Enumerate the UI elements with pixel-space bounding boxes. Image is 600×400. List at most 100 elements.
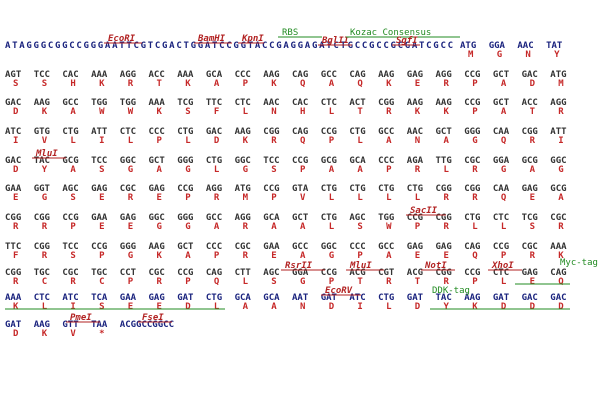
amino-acid: D <box>13 107 19 117</box>
codon: CCC <box>349 242 365 252</box>
codon: CTG <box>349 127 365 137</box>
codon: ATG <box>235 184 251 194</box>
amino-acid: E <box>530 193 535 203</box>
codon: GGA <box>292 268 309 278</box>
codon: GGG <box>177 213 193 223</box>
amino-acid: P <box>185 193 191 203</box>
codon: CGC <box>522 242 538 252</box>
codon: AAG <box>464 293 480 303</box>
codon: TGG <box>120 98 136 108</box>
amino-acid: L <box>128 136 134 146</box>
codon: CCG <box>177 184 193 194</box>
codon: TAC <box>436 293 452 303</box>
amino-acid: L <box>329 107 335 117</box>
amino-acid: G <box>185 222 190 232</box>
feature-label: Myc-tag <box>560 258 598 268</box>
codon: GAG <box>407 242 423 252</box>
amino-acid: L <box>214 165 220 175</box>
amino-acid: S <box>271 277 276 287</box>
codon: TCA <box>91 293 108 303</box>
amino-acid: F <box>214 107 219 117</box>
restriction-site: KpnI <box>241 34 264 44</box>
codon: GGG <box>464 127 480 137</box>
codon: GAA <box>5 184 22 194</box>
amino-acid: P <box>128 277 134 287</box>
codon: GCA <box>263 293 280 303</box>
amino-acid: P <box>214 251 220 261</box>
amino-acid: Q <box>214 277 220 287</box>
codon: GCT <box>149 156 166 166</box>
codon: GCA <box>349 156 366 166</box>
amino-acid: E <box>415 79 420 89</box>
feature-label: Kozac Consensus <box>350 28 431 38</box>
amino-acid: H <box>300 107 305 117</box>
codon: ATC <box>62 293 78 303</box>
amino-acid: P <box>99 251 105 261</box>
codon: ATG <box>550 70 566 80</box>
codon: TTG <box>436 156 452 166</box>
amino-acid: D <box>558 302 564 312</box>
codon: GAG <box>407 70 423 80</box>
codon: GGC <box>120 156 136 166</box>
codon: GTA <box>292 184 309 194</box>
codon: CTG <box>378 184 394 194</box>
amino-acid: R <box>415 165 421 175</box>
codon: CCG <box>263 184 279 194</box>
amino-acid: G <box>497 50 502 60</box>
codon: AGG <box>206 184 222 194</box>
amino-acid: S <box>271 165 276 175</box>
codon: CCC <box>149 127 165 137</box>
codon: CAA <box>493 127 510 137</box>
amino-acid: L <box>185 136 191 146</box>
amino-acid: A <box>243 302 249 312</box>
codon: CGC <box>550 213 566 223</box>
amino-acid: Q <box>300 136 306 146</box>
amino-acid: N <box>415 136 420 146</box>
amino-acid: E <box>157 302 162 312</box>
codon: GAG <box>522 268 538 278</box>
codon: GAT <box>177 293 194 303</box>
amino-acid: * <box>99 329 104 339</box>
amino-acid: R <box>13 277 19 287</box>
codon: ACC <box>522 98 538 108</box>
codon: TCC <box>91 156 107 166</box>
codon: ATT <box>91 127 108 137</box>
amino-acid: S <box>530 222 535 232</box>
codon: ACC <box>149 70 165 80</box>
codon: AAG <box>436 98 452 108</box>
amino-acid: S <box>70 193 75 203</box>
amino-acid: R <box>157 277 163 287</box>
codon: AAA <box>177 70 194 80</box>
amino-acid: L <box>214 302 220 312</box>
codon: CGG <box>522 127 538 137</box>
codon: GCC <box>378 242 394 252</box>
amino-acid: D <box>329 302 335 312</box>
amino-acid: L <box>444 165 450 175</box>
codon: CGG <box>436 184 452 194</box>
codon: CCG <box>321 268 337 278</box>
amino-acid: R <box>444 222 450 232</box>
amino-acid: Q <box>558 277 564 287</box>
codon: CTC <box>34 293 50 303</box>
codon: GCT <box>493 70 510 80</box>
codon: GGC <box>550 156 566 166</box>
codon: ACG <box>407 268 423 278</box>
codon: CGG <box>378 98 394 108</box>
amino-acid: W <box>99 107 105 117</box>
codon: CCG <box>464 98 480 108</box>
amino-acid: R <box>271 136 277 146</box>
amino-acid: Q <box>472 251 478 261</box>
amino-acid: R <box>530 251 536 261</box>
amino-acid: P <box>329 136 335 146</box>
amino-acid: C <box>42 277 47 287</box>
codon: CCT <box>120 268 137 278</box>
codon: GAC <box>522 293 538 303</box>
codon: GAG <box>149 184 165 194</box>
amino-acid: V <box>300 193 306 203</box>
amino-acid: N <box>525 50 530 60</box>
codon: CTG <box>321 184 337 194</box>
amino-acid: D <box>530 302 536 312</box>
amino-acid: K <box>558 251 564 261</box>
amino-acid: D <box>214 136 220 146</box>
amino-acid: E <box>128 302 133 312</box>
